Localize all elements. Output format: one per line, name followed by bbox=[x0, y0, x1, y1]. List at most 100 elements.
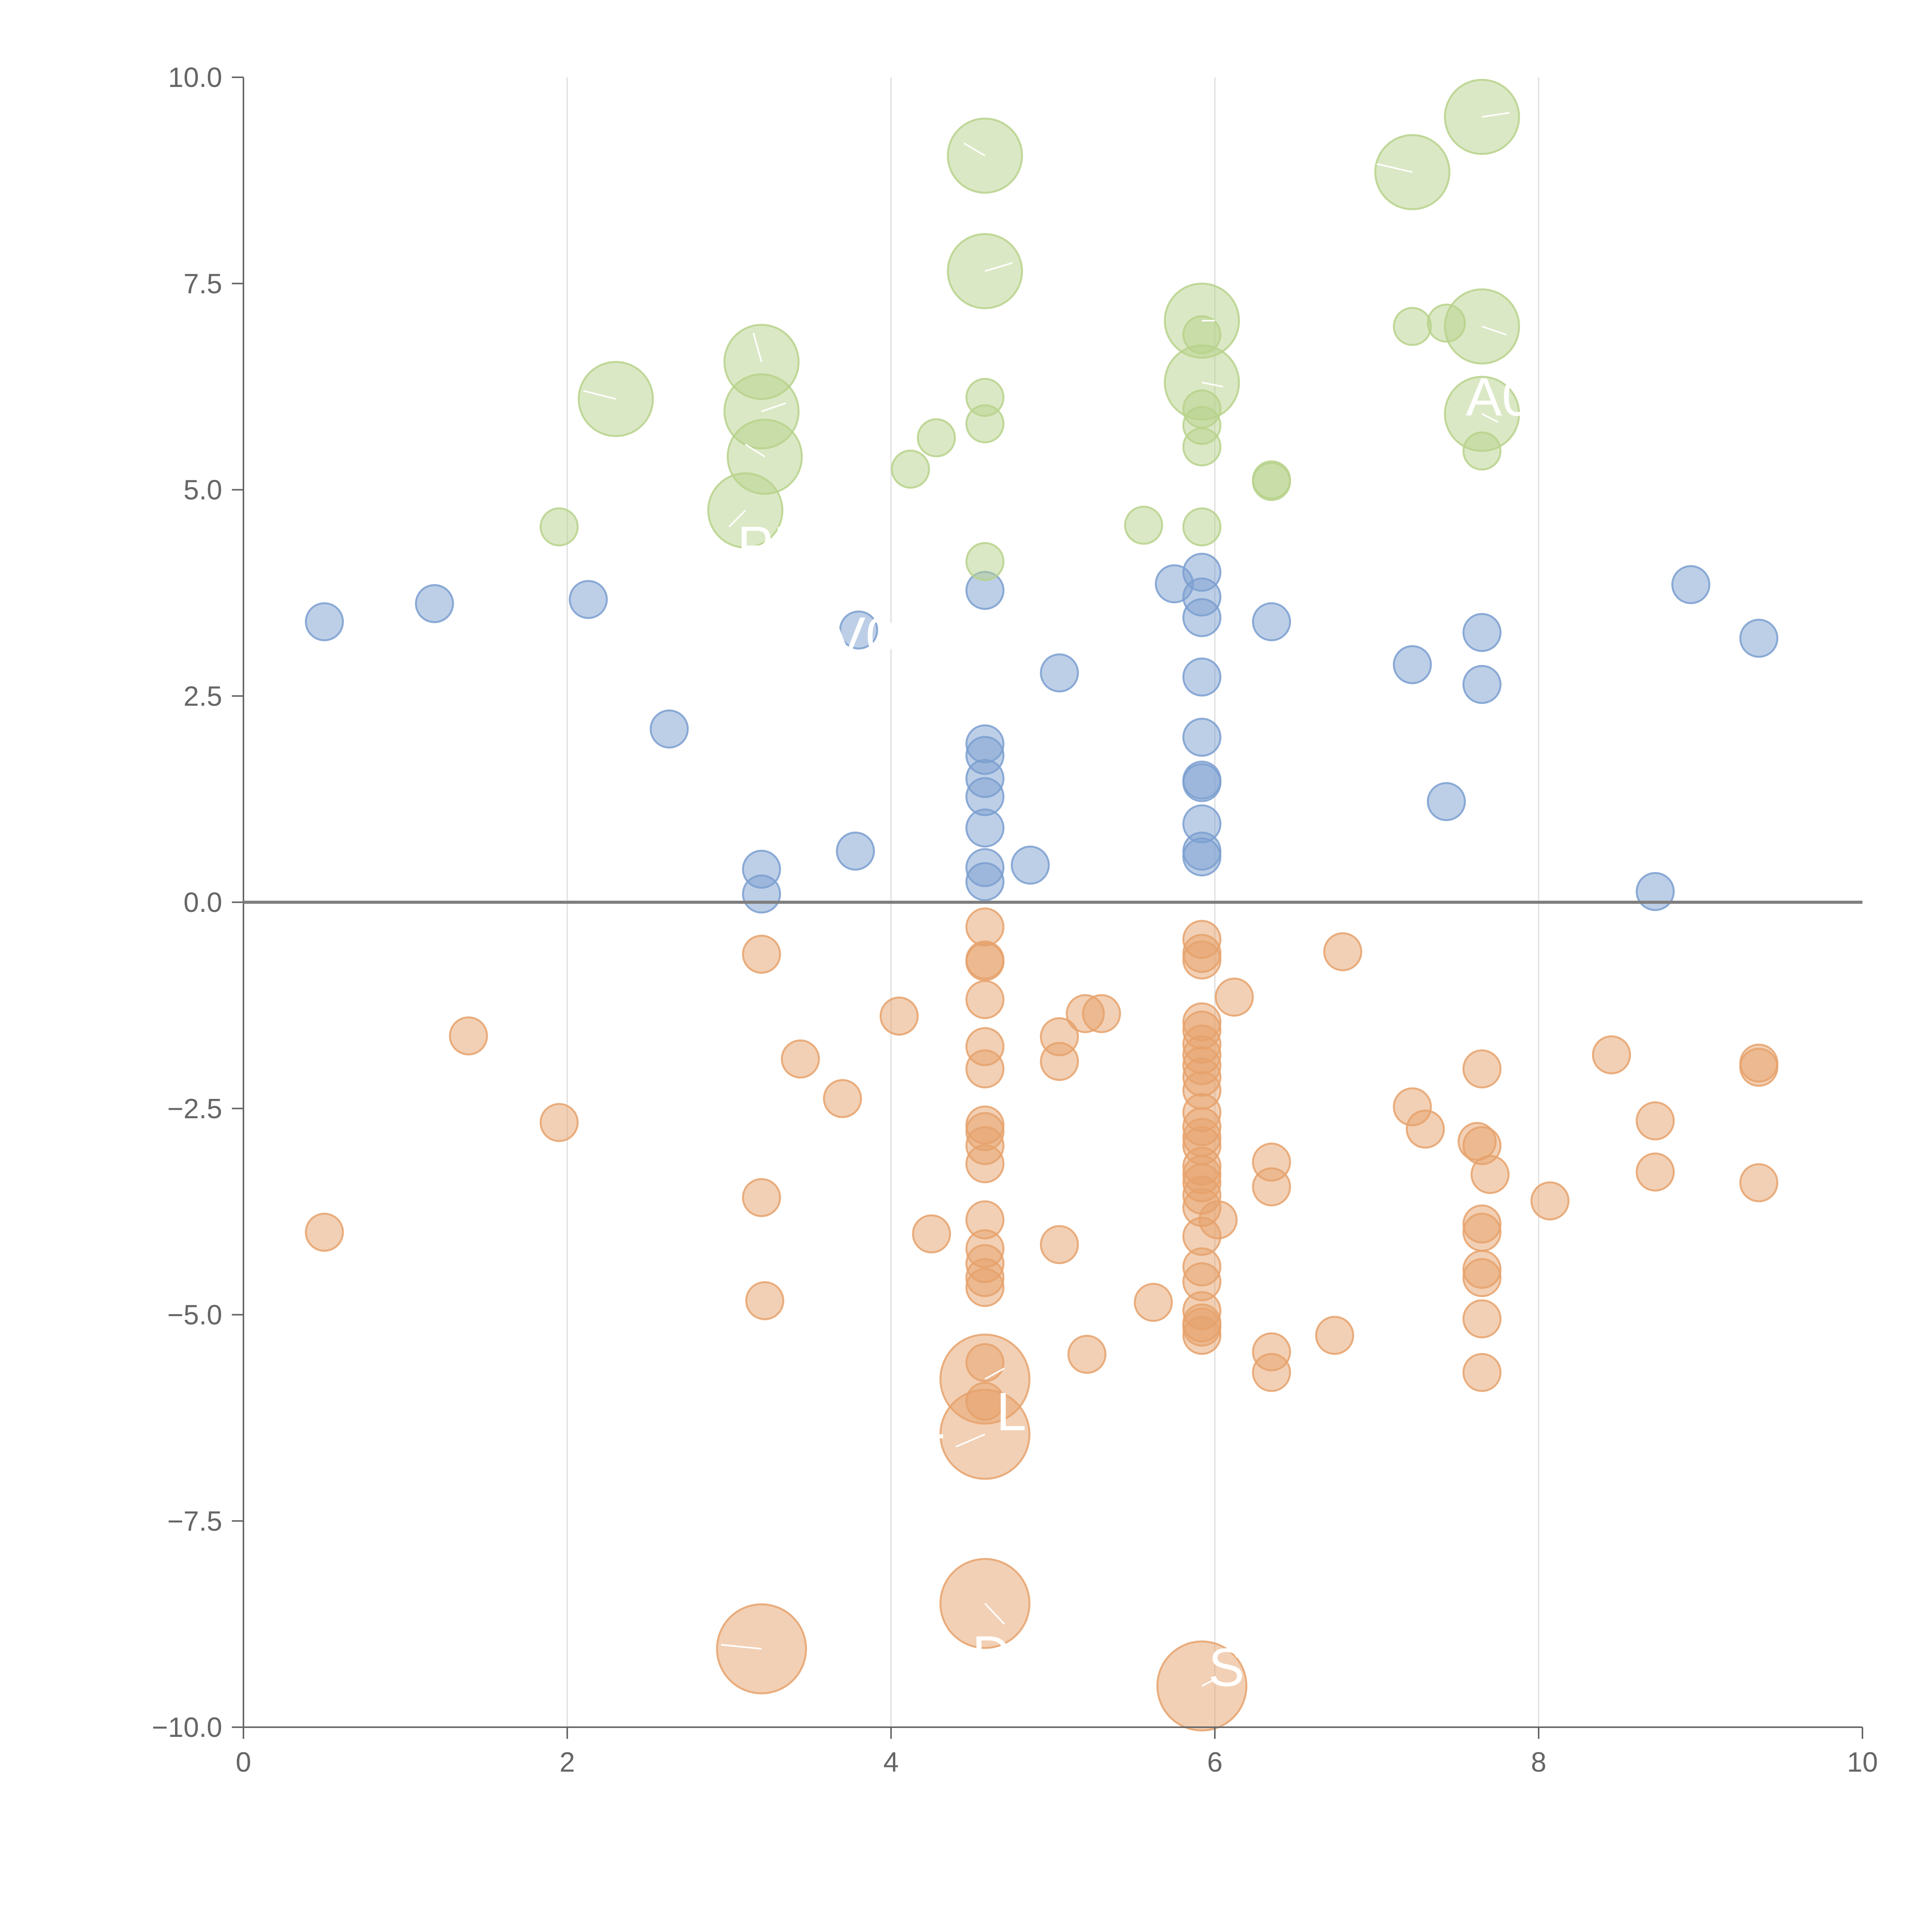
annotation-0: A0 bbox=[1466, 366, 1532, 427]
green-point-13 bbox=[1124, 505, 1163, 545]
blue-point-28 bbox=[1182, 837, 1221, 877]
blue-point-30 bbox=[1393, 645, 1432, 684]
leader-line-9 bbox=[1376, 163, 1413, 173]
x-tick-label-1: 2 bbox=[560, 1747, 575, 1778]
orange-point-25 bbox=[965, 1268, 1005, 1307]
y-tick-label-7: 7.5 bbox=[184, 269, 222, 299]
orange-point-13 bbox=[965, 942, 1005, 981]
blue-point-7 bbox=[839, 610, 878, 650]
orange-point-84 bbox=[1470, 1155, 1510, 1194]
x-tick-label-4: 8 bbox=[1531, 1747, 1546, 1778]
annotations: A0 PP V0 LE D S bbox=[737, 366, 1532, 1697]
green-point-16 bbox=[1182, 315, 1221, 354]
green-point-11 bbox=[965, 404, 1005, 444]
orange-point-11 bbox=[965, 907, 1005, 947]
orange-point-0 bbox=[305, 1213, 344, 1252]
orange-point-37 bbox=[1134, 1282, 1173, 1322]
leader-line-1 bbox=[985, 262, 1013, 272]
green-point-0 bbox=[539, 507, 579, 547]
green-point-6 bbox=[891, 449, 930, 489]
orange-point-8 bbox=[823, 1079, 862, 1118]
blue-point-0 bbox=[305, 602, 344, 641]
blue-point-6 bbox=[836, 832, 875, 871]
orange-point-2 bbox=[539, 1103, 579, 1142]
orange-point-63 bbox=[1182, 1316, 1221, 1355]
orange-point-76 bbox=[1462, 1049, 1502, 1088]
blue-point-35 bbox=[1671, 565, 1711, 604]
green-point-19 bbox=[1182, 427, 1221, 466]
orange-point-91 bbox=[1739, 1163, 1779, 1202]
annotation-4: E bbox=[910, 1422, 946, 1483]
x-tick-label-2: 4 bbox=[883, 1747, 899, 1778]
leader-line-14 bbox=[955, 1434, 985, 1447]
leader-line-15 bbox=[984, 1603, 1005, 1625]
y-tick-label-3: −2.5 bbox=[167, 1094, 222, 1124]
orange-point-72 bbox=[1323, 932, 1362, 971]
orange-point-7 bbox=[781, 1039, 820, 1079]
leader-line-6 bbox=[728, 510, 746, 527]
x-tick-label-0: 0 bbox=[236, 1747, 251, 1778]
blue-point-34 bbox=[1636, 872, 1675, 911]
leader-line-0 bbox=[963, 143, 986, 156]
orange-point-33 bbox=[1040, 1225, 1079, 1264]
orange-point-70 bbox=[1252, 1353, 1291, 1392]
annotation-5: D bbox=[972, 1624, 1011, 1685]
x-tick-label-3: 6 bbox=[1207, 1747, 1223, 1778]
green-point-22 bbox=[1252, 460, 1291, 500]
orange-point-4 bbox=[742, 1178, 781, 1217]
y-tick-label-6: 5.0 bbox=[184, 475, 222, 506]
orange-point-5 bbox=[745, 1281, 784, 1320]
orange-point-88 bbox=[1636, 1152, 1675, 1192]
blue-point-22 bbox=[1182, 657, 1221, 697]
orange-point-10 bbox=[912, 1214, 951, 1253]
y-tick-label-1: −7.5 bbox=[167, 1506, 222, 1537]
annotation-2: V0 bbox=[830, 606, 896, 667]
orange-point-90 bbox=[1739, 1048, 1779, 1087]
data-points bbox=[305, 78, 1779, 1731]
leader-line-10 bbox=[1482, 112, 1510, 118]
orange-point-16 bbox=[965, 1049, 1005, 1088]
orange-point-14 bbox=[965, 980, 1005, 1019]
leader-line-4 bbox=[761, 402, 786, 412]
orange-point-3 bbox=[742, 935, 781, 974]
leader-line-12 bbox=[1481, 413, 1499, 423]
blue-point-21 bbox=[1182, 598, 1221, 637]
leader-line-13 bbox=[985, 1367, 1005, 1380]
orange-point-83 bbox=[1462, 1353, 1502, 1392]
orange-point-40 bbox=[1182, 940, 1221, 980]
green-point-29 bbox=[1462, 431, 1502, 471]
green-point-7 bbox=[917, 418, 956, 457]
leader-line-16 bbox=[721, 1644, 762, 1650]
y-tick-label-0: −10.0 bbox=[152, 1712, 222, 1743]
y-tick-label-8: 10.0 bbox=[168, 62, 222, 93]
orange-point-81 bbox=[1462, 1258, 1502, 1297]
annotation-6: S bbox=[1208, 1637, 1244, 1697]
orange-point-35 bbox=[1067, 1335, 1107, 1374]
leader-line-3 bbox=[752, 333, 762, 362]
blue-point-1 bbox=[415, 584, 454, 623]
green-point-23 bbox=[1374, 134, 1451, 211]
orange-point-66 bbox=[1214, 978, 1254, 1017]
orange-point-1 bbox=[449, 1016, 488, 1056]
blue-point-5 bbox=[742, 874, 781, 914]
orange-point-71 bbox=[1315, 1316, 1354, 1355]
green-point-12 bbox=[965, 542, 1005, 581]
blue-point-17 bbox=[1040, 653, 1079, 692]
annotation-3: L bbox=[996, 1381, 1026, 1442]
blue-point-13 bbox=[965, 808, 1005, 848]
orange-point-65 bbox=[1198, 1200, 1238, 1240]
blue-point-25 bbox=[1182, 763, 1221, 802]
orange-point-79 bbox=[1462, 1213, 1502, 1252]
green-point-24 bbox=[1393, 307, 1432, 346]
blue-point-32 bbox=[1462, 613, 1502, 652]
green-point-20 bbox=[1182, 507, 1221, 547]
leader-line-11 bbox=[1481, 325, 1507, 336]
annotation-1: PP bbox=[737, 515, 810, 576]
blue-point-23 bbox=[1182, 718, 1221, 757]
blue-point-33 bbox=[1462, 665, 1502, 704]
blue-point-16 bbox=[1010, 845, 1050, 885]
leader-line-17 bbox=[1201, 1679, 1215, 1687]
blue-point-2 bbox=[568, 580, 608, 619]
